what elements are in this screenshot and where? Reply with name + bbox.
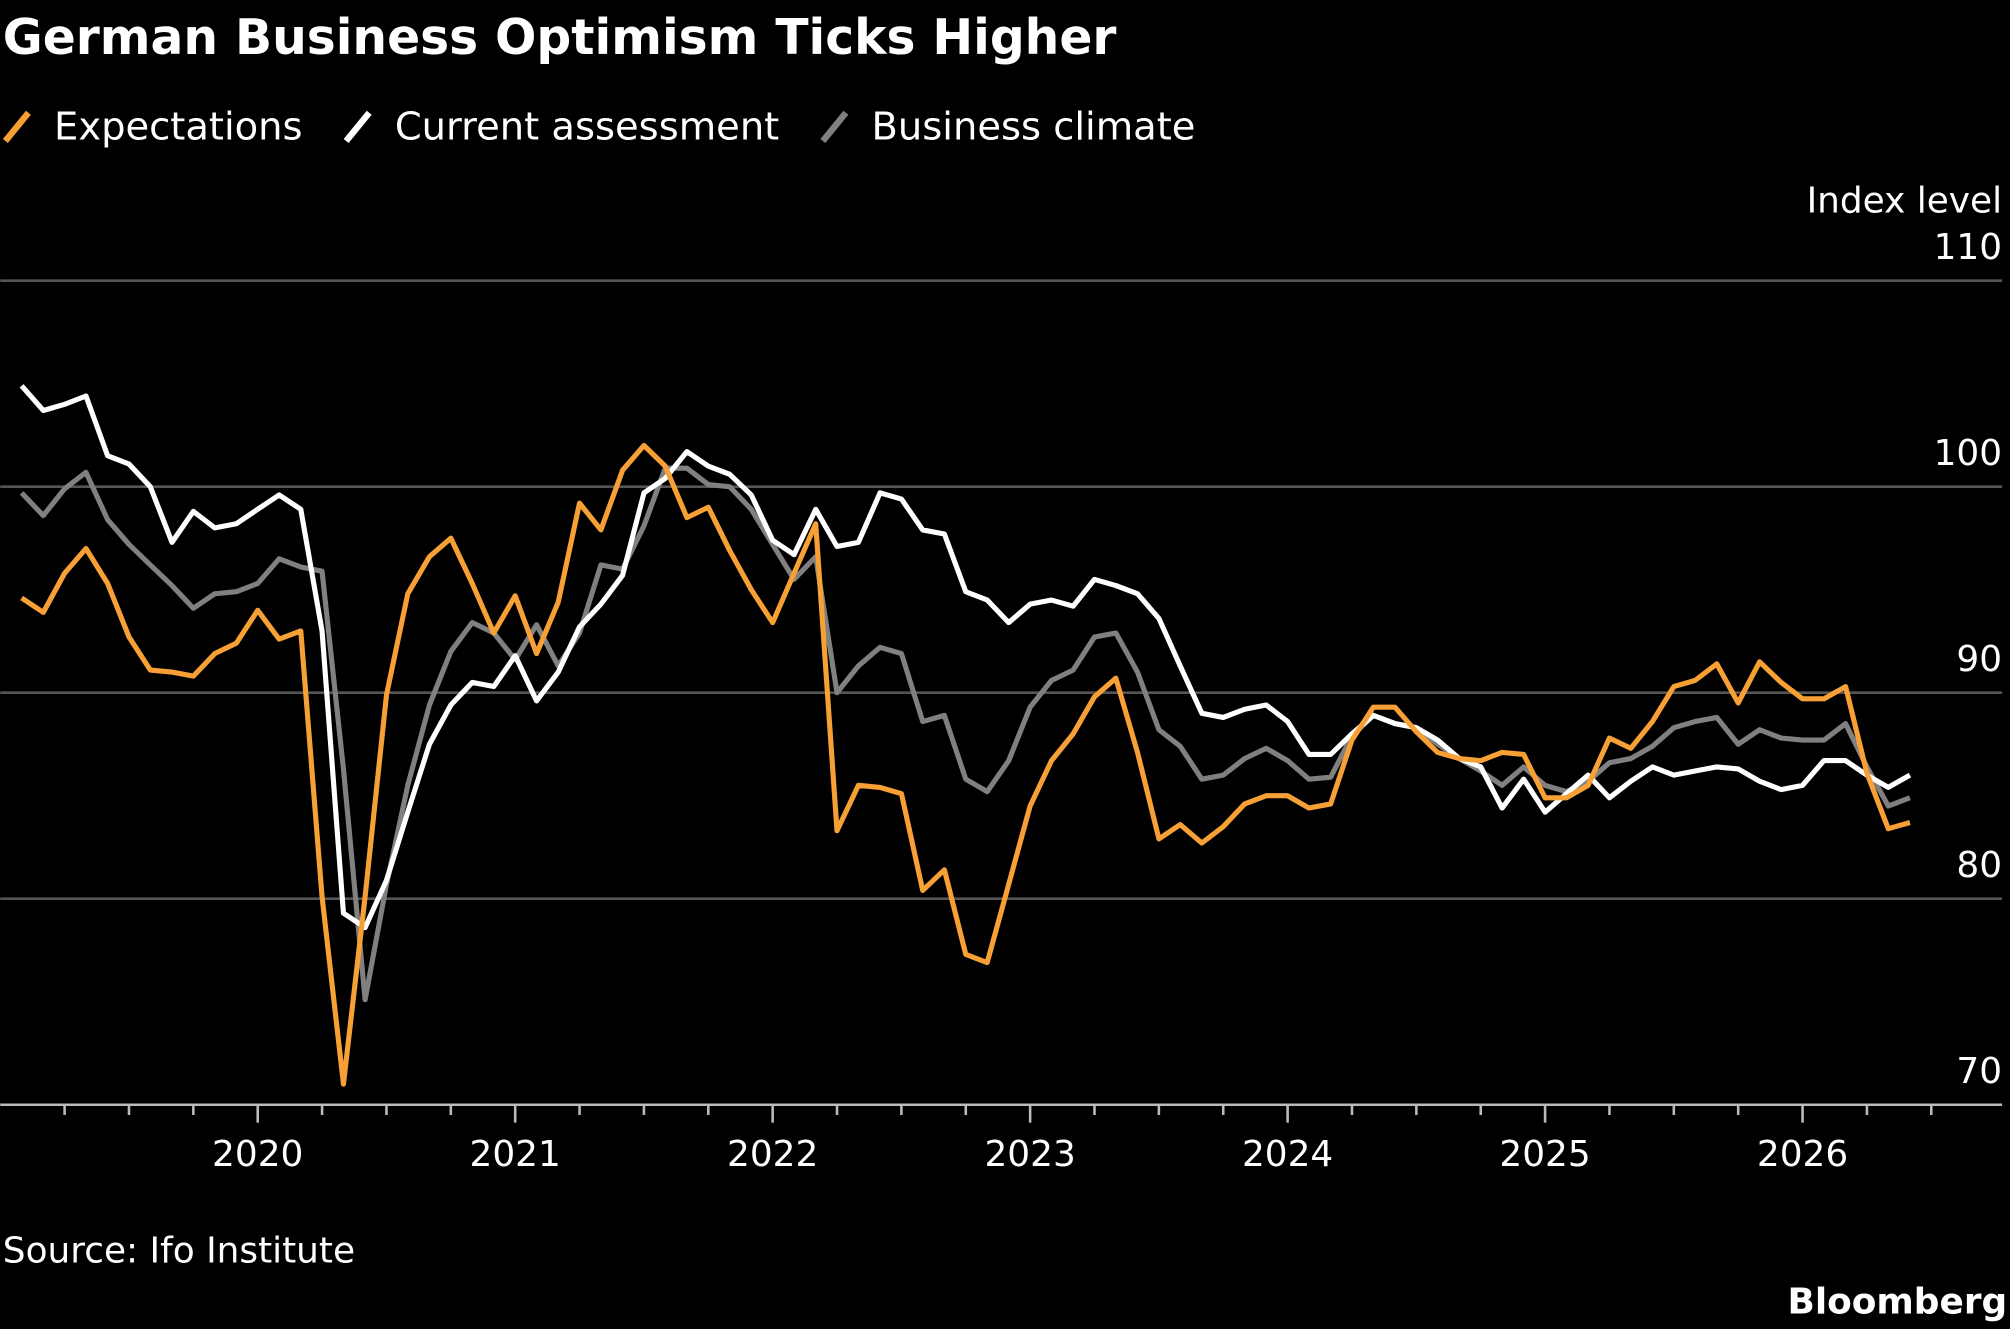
legend-swatch — [343, 110, 372, 144]
legend-label: Current assessment — [395, 105, 779, 150]
y-tick-label: 80 — [1956, 845, 2002, 886]
x-tick-label: 2021 — [470, 1134, 561, 1175]
legend-label: Business climate — [872, 105, 1196, 150]
legend-swatch — [820, 110, 849, 144]
y-tick-label: 90 — [1956, 639, 2002, 680]
y-axis-label: Index level — [1807, 181, 2002, 222]
x-tick-label: 2023 — [984, 1134, 1075, 1175]
x-tick-label: 2022 — [727, 1134, 818, 1175]
x-tick-label: 2026 — [1757, 1134, 1848, 1175]
x-tick-label: 2025 — [1499, 1134, 1590, 1175]
legend: Expectations Current assessment Business c… — [2, 105, 1196, 150]
series-line — [19, 384, 1912, 931]
x-tick-label: 2020 — [212, 1134, 303, 1175]
legend-label: Expectations — [54, 105, 302, 150]
x-tick-label: 2024 — [1242, 1134, 1333, 1175]
series-line — [20, 442, 1911, 1087]
y-tick-label: 70 — [1956, 1051, 2002, 1092]
chart-title: German Business Optimism Ticks Higher — [3, 10, 1117, 66]
y-tick-label: 110 — [1934, 227, 2002, 268]
y-tick-label: 100 — [1934, 433, 2002, 474]
credit: Bloomberg — [1787, 1282, 2007, 1323]
legend-swatch — [2, 110, 31, 144]
source: Source: Ifo Institute — [3, 1230, 355, 1271]
